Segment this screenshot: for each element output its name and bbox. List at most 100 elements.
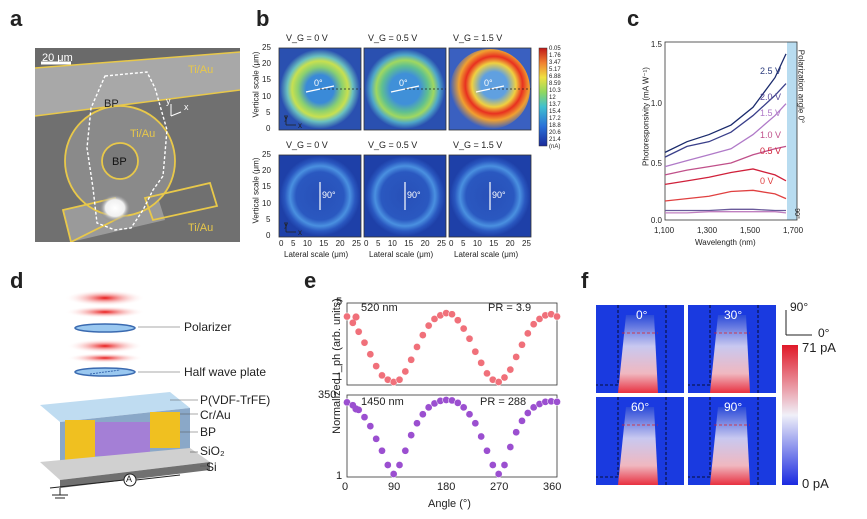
a-axis-y: y	[166, 96, 171, 106]
c-series-line	[665, 211, 787, 214]
b-ytick-top-20: 20	[262, 59, 271, 68]
e-data-point	[494, 470, 503, 478]
c-xtick-1700: 1,700	[783, 226, 804, 235]
e-data-point	[407, 431, 416, 439]
e-data-point	[424, 403, 433, 412]
f-colorbar-min: 0 pA	[802, 476, 829, 491]
b-xtick: 10	[302, 239, 312, 248]
b-axis-y-bottom: y	[284, 220, 288, 229]
b-xtick: 20	[335, 239, 345, 248]
d-ammeter: A	[126, 474, 133, 484]
cbar-tick: 21.4	[549, 137, 561, 143]
e-data-point	[378, 446, 386, 455]
b-ylabel-top: Vertical scale (μm)	[251, 51, 261, 118]
b-ytick-bottom-25: 25	[262, 150, 271, 159]
e-data-point	[453, 316, 462, 325]
d-label-polarizer: Polarizer	[184, 320, 232, 334]
c-series-label-0: 0 V	[760, 176, 774, 186]
panel-f-maps	[596, 305, 812, 490]
e-data-point	[477, 359, 486, 367]
e-data-point	[512, 428, 521, 437]
e-data-point	[389, 470, 398, 478]
e-data-point	[383, 461, 392, 469]
b-xticks-1: 0 5 10 15 20 25	[364, 239, 446, 248]
e-bottom-pr: PR = 288	[480, 396, 527, 408]
cbar-tick: 3.47	[549, 60, 561, 66]
tiau-label-bottom: Ti/Au	[188, 222, 214, 234]
b-xtick: 5	[290, 239, 296, 248]
e-data-point	[488, 461, 497, 469]
e-top-pr: PR = 3.9	[488, 302, 532, 314]
b-xticks-0: 0 5 10 15 20 25	[279, 239, 361, 248]
e-data-point	[535, 315, 544, 323]
e-data-point	[401, 367, 410, 376]
e-data-point	[360, 338, 369, 347]
e-xtick-180: 180	[437, 481, 456, 493]
e-data-point	[500, 373, 509, 382]
c-series-line	[664, 53, 787, 153]
cbar-tick: 5.17	[549, 67, 561, 73]
tiau-label-top: Ti/Au	[188, 64, 214, 76]
panel-label-a: a	[10, 6, 23, 31]
cbar-tick: 6.88	[549, 74, 561, 80]
b-xlabel-2: Lateral scale (μm)	[454, 250, 519, 259]
c-series-label-0.5: 0.5 V	[760, 146, 782, 156]
b-ytick-top-5: 5	[266, 108, 271, 117]
panel-label-d: d	[10, 268, 24, 293]
f-angle-90: 90°	[724, 400, 743, 414]
e-xtick-90: 90	[388, 481, 401, 493]
b-xtick: 20	[420, 239, 430, 248]
e-frame-top	[346, 302, 558, 386]
c-xtick-1300: 1,300	[697, 226, 718, 235]
panel-label-e: e	[304, 268, 317, 293]
cbar-tick: 10.3	[549, 88, 561, 94]
e-data-point	[529, 403, 538, 412]
b-angle-bottom-2: 90°	[492, 190, 506, 200]
b-xlabel-0: Lateral scale (μm)	[284, 250, 349, 259]
c-polarization-band	[787, 42, 797, 220]
e-data-point	[418, 410, 427, 419]
b-title-top-0: V_G = 0 V	[286, 33, 328, 43]
e-data-point	[459, 403, 468, 412]
e-data-point	[471, 419, 480, 428]
e-data-point	[459, 324, 468, 333]
e-ytick-top-1: 1	[336, 371, 343, 383]
c-xtick-1500: 1,500	[740, 226, 761, 235]
e-data-point	[354, 327, 363, 336]
e-data-point	[401, 446, 410, 455]
b-title-bottom-2: V_G = 1.5 V	[453, 140, 503, 150]
b-title-top-1: V_G = 0.5 V	[368, 33, 418, 43]
b-xtick: 20	[505, 239, 515, 248]
e-data-point	[407, 355, 416, 364]
b-title-bottom-0: V_G = 0 V	[286, 140, 328, 150]
b-xtick: 5	[375, 239, 381, 248]
d-label-halfwave: Half wave plate	[184, 365, 267, 379]
panel-label-c: c	[627, 6, 640, 31]
b-xtick: 25	[522, 239, 531, 248]
e-data-point	[360, 413, 369, 421]
b-xtick: 15	[404, 239, 414, 248]
cbar-unit: (nA)	[549, 144, 561, 150]
b-xtick: 0	[279, 239, 284, 248]
cbar-tick: 20.6	[549, 130, 561, 136]
b-ytick-top-0: 0	[266, 124, 271, 133]
e-data-point	[395, 461, 404, 469]
e-top-series-label: 520 nm	[361, 302, 398, 314]
b-xtick: 15	[319, 239, 329, 248]
c-band-label: Polarization angle 0°	[796, 49, 806, 124]
e-xtick-360: 360	[543, 481, 562, 493]
panel-c-chart	[664, 41, 798, 221]
c-series-line	[664, 145, 787, 176]
e-data-point	[518, 417, 526, 425]
b-xtick: 10	[387, 239, 397, 248]
b-ytick-top-25: 25	[262, 43, 271, 52]
b-angle-top-1: 0°	[399, 78, 408, 88]
e-data-point	[523, 329, 532, 338]
b-xlabel-1: Lateral scale (μm)	[369, 250, 434, 259]
b-title-top-2: V_G = 1.5 V	[453, 33, 503, 43]
bp-label-top: BP	[104, 98, 119, 110]
cbar-tick: 17.2	[549, 116, 561, 122]
panel-label-f: f	[581, 268, 589, 293]
c-xtick-1100: 1,100	[654, 226, 675, 235]
bp-label-center: BP	[112, 156, 127, 168]
